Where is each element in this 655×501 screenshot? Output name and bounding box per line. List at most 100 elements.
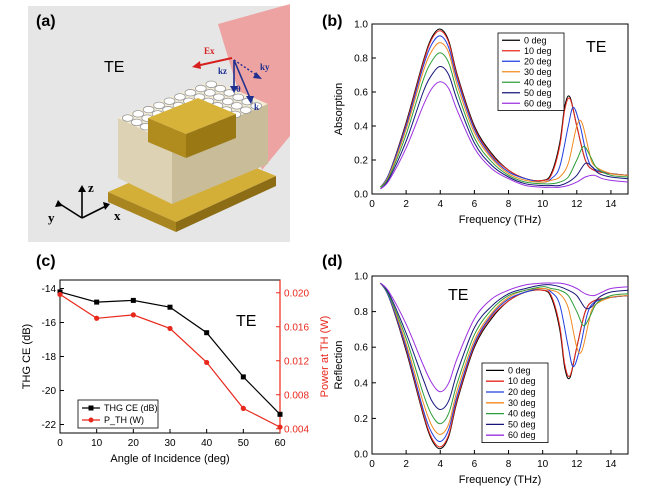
y-tick-label: 0.2	[354, 414, 368, 425]
y-tick-label: 1.0	[354, 272, 368, 283]
hole-circle	[213, 93, 225, 101]
series-line	[380, 42, 629, 188]
y-tick-label: -22	[42, 420, 57, 431]
series-line	[380, 30, 629, 188]
hole-circle	[250, 102, 263, 110]
hole-circle	[163, 97, 176, 105]
y-axis	[59, 203, 83, 219]
series-line	[380, 282, 629, 448]
legend-label: THG CE (dB)	[104, 403, 158, 413]
series-line	[380, 35, 629, 188]
legend-label: 10 deg	[508, 376, 536, 386]
x-axis	[81, 205, 107, 219]
panel-d-te: TE	[448, 287, 468, 304]
panel-a-label: (a)	[36, 13, 56, 30]
e-field-label: Ex	[204, 46, 215, 56]
x-tick-label: 6	[472, 199, 478, 210]
gold-base-side	[176, 176, 276, 232]
series-line	[380, 52, 629, 188]
legend-label: P_TH (W)	[104, 415, 144, 425]
x-tick-label: 12	[571, 459, 583, 470]
z-label: z	[88, 180, 94, 195]
ky-label: ky	[260, 62, 270, 72]
x-tick-label: 50	[238, 438, 250, 449]
y-tick-label: -20	[42, 386, 57, 397]
y-tick-label: 1.0	[354, 20, 368, 31]
y2-tick-label: 0.020	[284, 288, 309, 299]
data-point	[94, 299, 100, 305]
y-tick-label: 0.0	[354, 190, 368, 201]
y2-tick-label: 0.008	[284, 390, 309, 401]
data-point	[204, 330, 210, 336]
x-tick-label: 0	[369, 459, 375, 470]
x-tick-label: 8	[506, 459, 512, 470]
legend-label: 30 deg	[524, 67, 552, 77]
hole-circle	[132, 110, 144, 118]
hole-circle	[142, 105, 155, 114]
k-arrowhead	[246, 96, 254, 104]
x-tick-label: 4	[437, 459, 443, 470]
z-arrowhead	[78, 185, 86, 192]
legend-label: 40 deg	[508, 409, 536, 419]
hole-circle	[195, 84, 207, 93]
x-tick-label: 30	[164, 438, 176, 449]
y-tick-label: 0.6	[354, 88, 368, 99]
y-tick-label: 0.8	[354, 307, 368, 318]
legend-box	[77, 399, 159, 429]
hole-circle	[121, 114, 134, 122]
series-line	[59, 291, 281, 415]
hole-circle	[184, 89, 197, 97]
hole-circle	[232, 93, 245, 101]
panel-c-te: TE	[236, 313, 256, 330]
y-tick-label: -14	[42, 284, 57, 295]
series-line	[380, 282, 629, 443]
legend-marker	[88, 405, 94, 411]
x-tick-label: 4	[437, 199, 443, 210]
y-tick-label: 0.0	[354, 450, 368, 461]
y-axis-label: THG CE (dB)	[21, 324, 33, 389]
gold-patch-side	[186, 114, 236, 158]
series-line	[380, 282, 629, 411]
gold-base-front	[108, 192, 176, 232]
x-label: x	[114, 208, 121, 223]
series-line	[380, 282, 629, 435]
series-line	[380, 65, 629, 190]
hole-circle	[205, 80, 218, 88]
plot-frame-d	[371, 275, 629, 455]
panel-a-te: TE	[104, 59, 124, 76]
legend-marker	[88, 417, 94, 423]
ky-arrowhead	[253, 72, 262, 79]
x-axis-label: Angle of Incidence (deg)	[110, 453, 229, 465]
y-label: y	[48, 210, 55, 225]
panel-b-absorption-chart: (b) TE 0 2 4 6 8 10 12 14 0.0 0.2 0.4 0.6 0.8 1.0 Freq…	[322, 13, 629, 226]
data-point	[167, 325, 173, 332]
hole-circle	[153, 101, 165, 110]
data-point	[204, 359, 210, 366]
legend-label: 50 deg	[508, 419, 536, 429]
legend-box	[481, 362, 549, 443]
legend-label: 40 deg	[524, 77, 552, 87]
x-tick-label: 40	[201, 438, 213, 449]
hole-circle	[223, 89, 236, 97]
x-tick-label: 60	[274, 438, 286, 449]
data-point	[130, 312, 136, 318]
panel-a-schematic: Ex kz ky k θ z x y (a) TE	[28, 4, 290, 242]
e-field-arrow	[195, 57, 233, 67]
legend-label: 30 deg	[508, 398, 536, 408]
x-tick-label: 10	[537, 459, 549, 470]
y-tick-label: -16	[42, 318, 57, 329]
series-line	[380, 282, 629, 393]
x-tick-label: 6	[472, 459, 478, 470]
x-axis-label: Frequency (THz)	[459, 214, 542, 226]
data-point	[240, 374, 246, 380]
legend-label: 50 deg	[524, 88, 552, 98]
x-tick-label: 20	[128, 438, 140, 449]
hole-circle	[130, 118, 143, 127]
x-tick-label: 2	[403, 459, 409, 470]
panel-c-thg-chart: (c) TE 0 10 20 30 40 50 60 -22 -20 -18 -16 -14 Angle…	[21, 253, 331, 465]
x-tick-label: 10	[537, 199, 549, 210]
legend-label: 20 deg	[508, 387, 536, 397]
y2-tick-label: 0.004	[284, 424, 309, 435]
data-point	[94, 315, 100, 321]
theta-label: θ	[236, 84, 241, 94]
